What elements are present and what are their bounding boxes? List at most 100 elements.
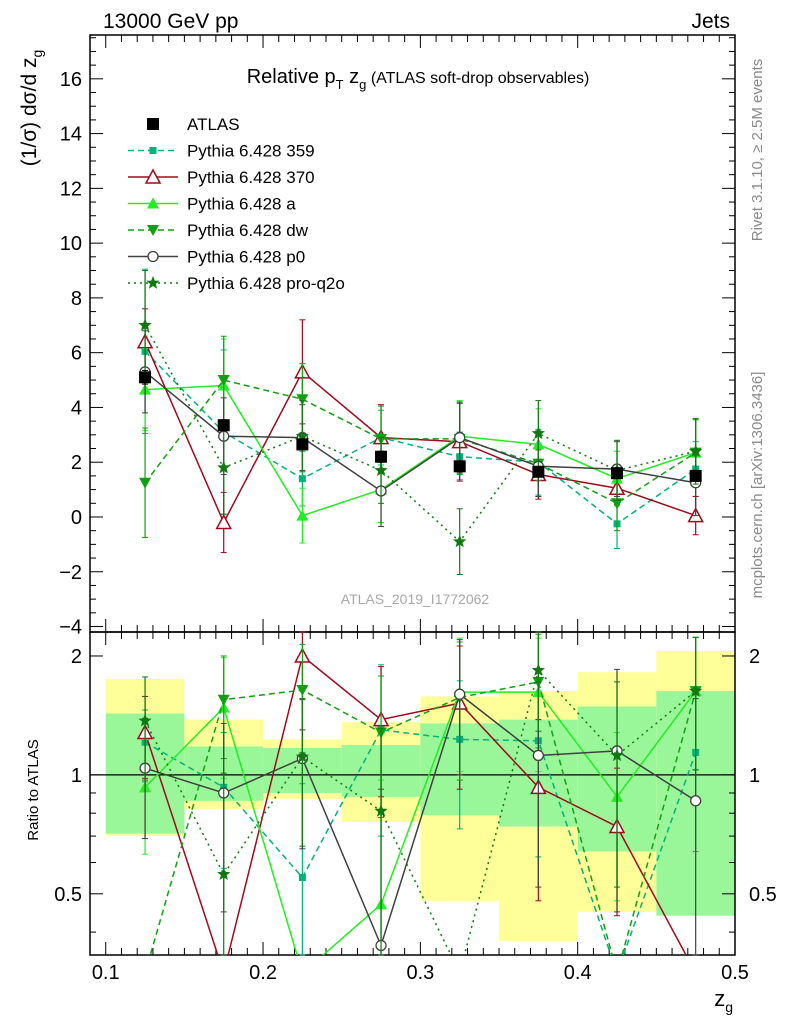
y-tick-label-main: −4	[59, 617, 82, 639]
y-tick-label-main: 8	[71, 288, 82, 310]
ratio-line	[144, 654, 687, 955]
legend-item: Pythia 6.428 dw	[128, 221, 309, 240]
legend-marker	[147, 250, 159, 263]
main-series-layer	[136, 268, 704, 575]
series-line	[144, 341, 696, 525]
legend-marker	[147, 118, 159, 130]
x-tick-label: 0.4	[564, 962, 592, 984]
ratio-point	[532, 749, 545, 762]
series-line	[145, 384, 696, 517]
x-axis-label: zg	[714, 986, 733, 1015]
x-tick-label: 0.1	[92, 962, 120, 984]
y-tick-label-main: 2	[71, 452, 82, 474]
data-point	[295, 429, 309, 442]
legend-label: Pythia 6.428 dw	[187, 221, 309, 240]
data-point	[139, 477, 152, 489]
legend-label: ATLAS	[187, 115, 240, 134]
ratio-frame	[89, 631, 736, 956]
data-point	[454, 431, 466, 444]
series-atlas	[139, 369, 702, 482]
ratio-point	[296, 685, 309, 697]
y-axis-label-ratio: Ratio to ATLAS	[25, 739, 42, 840]
ratio-line	[144, 668, 697, 955]
legend-item: ATLAS	[147, 115, 240, 134]
y-tick-label-ratio-left: 0.5	[54, 884, 82, 906]
data-point	[139, 371, 152, 384]
data-point	[217, 460, 231, 474]
ratio-series-pythia-6-428-pro-q2o	[138, 631, 703, 956]
y-tick-label-main: 0	[71, 507, 82, 529]
data-point	[689, 469, 702, 482]
legend-label: Pythia 6.428 a	[187, 195, 296, 214]
data-point	[217, 419, 230, 432]
data-point	[611, 467, 624, 480]
legend-label: Pythia 6.428 370	[187, 168, 315, 187]
y-tick-label-main: 10	[60, 233, 82, 255]
analysis-id: ATLAS_2019_I1772062	[341, 591, 490, 607]
data-point	[298, 475, 306, 483]
legend-item: Pythia 6.428 359	[128, 142, 315, 161]
data-point	[215, 513, 232, 530]
header-left: 13000 GeV pp	[103, 10, 238, 33]
x-tick-label: 0.2	[249, 962, 277, 984]
ratio-point	[295, 750, 309, 763]
ratio-line	[149, 681, 697, 955]
ratio-panel: 0.5 0.5 1 1 2 2 0.1 0.2 0.3 0.4 0.5	[54, 631, 777, 984]
y-tick-label-main: 14	[60, 124, 82, 146]
data-point	[375, 450, 388, 463]
legend-item: Pythia 6.428 p0	[128, 248, 305, 267]
legend-item: Pythia 6.428 370	[128, 168, 315, 187]
data-point	[453, 460, 466, 473]
y-tick-label-ratio-right: 1	[749, 765, 760, 787]
rivet-label: Rivet 3.1.10, ≥ 2.5M events	[749, 59, 766, 242]
legend-marker	[147, 197, 159, 209]
data-point	[689, 444, 703, 457]
series-line	[144, 350, 697, 525]
legend-label: Pythia 6.428 359	[187, 142, 315, 161]
ratio-point	[217, 867, 231, 880]
ratio-line	[144, 690, 697, 955]
y-tick-label-main: 16	[60, 69, 82, 91]
data-point	[296, 438, 309, 451]
data-point	[296, 394, 309, 406]
y-tick-label-main: 12	[60, 178, 82, 200]
mcplots-label: mcplots.cern.ch [arXiv:1306.3436]	[749, 372, 766, 599]
y-tick-label-ratio-right: 2	[749, 646, 760, 668]
legend-item: Pythia 6.428 pro-q2o	[128, 274, 345, 293]
main-panel: −4 −2 0 2 4 6 8 10 12 14 16	[59, 34, 736, 639]
ratio-point	[531, 663, 545, 676]
y-axis-label-main: (1/σ) dσ/d zg	[18, 50, 45, 167]
data-point	[217, 375, 230, 387]
y-tick-label-ratio-left: 2	[71, 646, 82, 668]
ratio-point	[298, 873, 306, 881]
series-line	[144, 379, 697, 505]
legend-label: Pythia 6.428 pro-q2o	[187, 274, 345, 293]
ratio-line	[144, 729, 697, 955]
y-tick-label-ratio-right: 0.5	[749, 884, 777, 906]
data-point	[453, 534, 467, 548]
y-tick-label-main: 4	[71, 397, 82, 419]
x-tick-label: 0.3	[406, 962, 434, 984]
data-point	[138, 318, 152, 331]
y-tick-label-ratio-left: 1	[71, 765, 82, 787]
ratio-point	[217, 694, 230, 706]
chart-title: Relative pT zg (ATLAS soft-drop observab…	[247, 66, 590, 92]
legend-label: Pythia 6.428 p0	[187, 248, 305, 267]
legend-marker	[146, 276, 160, 289]
data-point	[531, 426, 545, 440]
ratio-point	[689, 684, 703, 697]
ratio-line	[144, 693, 697, 948]
ratio-point	[138, 713, 152, 727]
ratio-series-layer	[136, 631, 703, 956]
legend-item: Pythia 6.428 a	[128, 195, 296, 214]
y-tick-label-main: −2	[59, 562, 82, 584]
series-line	[144, 371, 696, 492]
legend: ATLAS Pythia 6.428 359 Pythia 6.428 370 Pyt…	[128, 115, 345, 293]
x-tick-label: 0.5	[721, 962, 749, 984]
y-tick-label-main: 6	[71, 343, 82, 365]
ratio-point	[690, 795, 702, 807]
header-right: Jets	[691, 10, 730, 33]
ratio-point	[610, 748, 624, 762]
legend-marker	[144, 168, 162, 184]
